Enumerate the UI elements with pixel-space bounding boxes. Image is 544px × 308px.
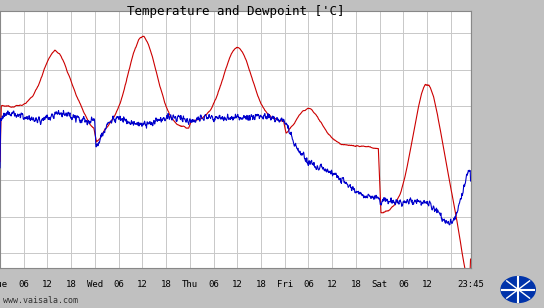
Text: 06: 06 — [113, 280, 124, 289]
Text: 18: 18 — [350, 280, 361, 289]
Text: 06: 06 — [18, 280, 29, 289]
Text: 18: 18 — [256, 280, 267, 289]
Text: Thu: Thu — [182, 280, 198, 289]
Text: 12: 12 — [137, 280, 148, 289]
Text: 12: 12 — [422, 280, 432, 289]
Circle shape — [501, 277, 535, 302]
Text: www.vaisala.com: www.vaisala.com — [3, 296, 78, 305]
Text: 12: 12 — [42, 280, 53, 289]
Text: Temperature and Dewpoint ['C]: Temperature and Dewpoint ['C] — [127, 5, 344, 18]
Text: Tue: Tue — [0, 280, 8, 289]
Text: Sat: Sat — [372, 280, 388, 289]
Text: 23:45: 23:45 — [457, 280, 484, 289]
Text: 06: 06 — [208, 280, 219, 289]
Text: 18: 18 — [66, 280, 77, 289]
Text: 06: 06 — [303, 280, 314, 289]
Text: 06: 06 — [398, 280, 409, 289]
Text: 12: 12 — [327, 280, 337, 289]
Text: Wed: Wed — [87, 280, 103, 289]
Text: Fri: Fri — [277, 280, 293, 289]
Text: 18: 18 — [160, 280, 171, 289]
Text: 12: 12 — [232, 280, 243, 289]
